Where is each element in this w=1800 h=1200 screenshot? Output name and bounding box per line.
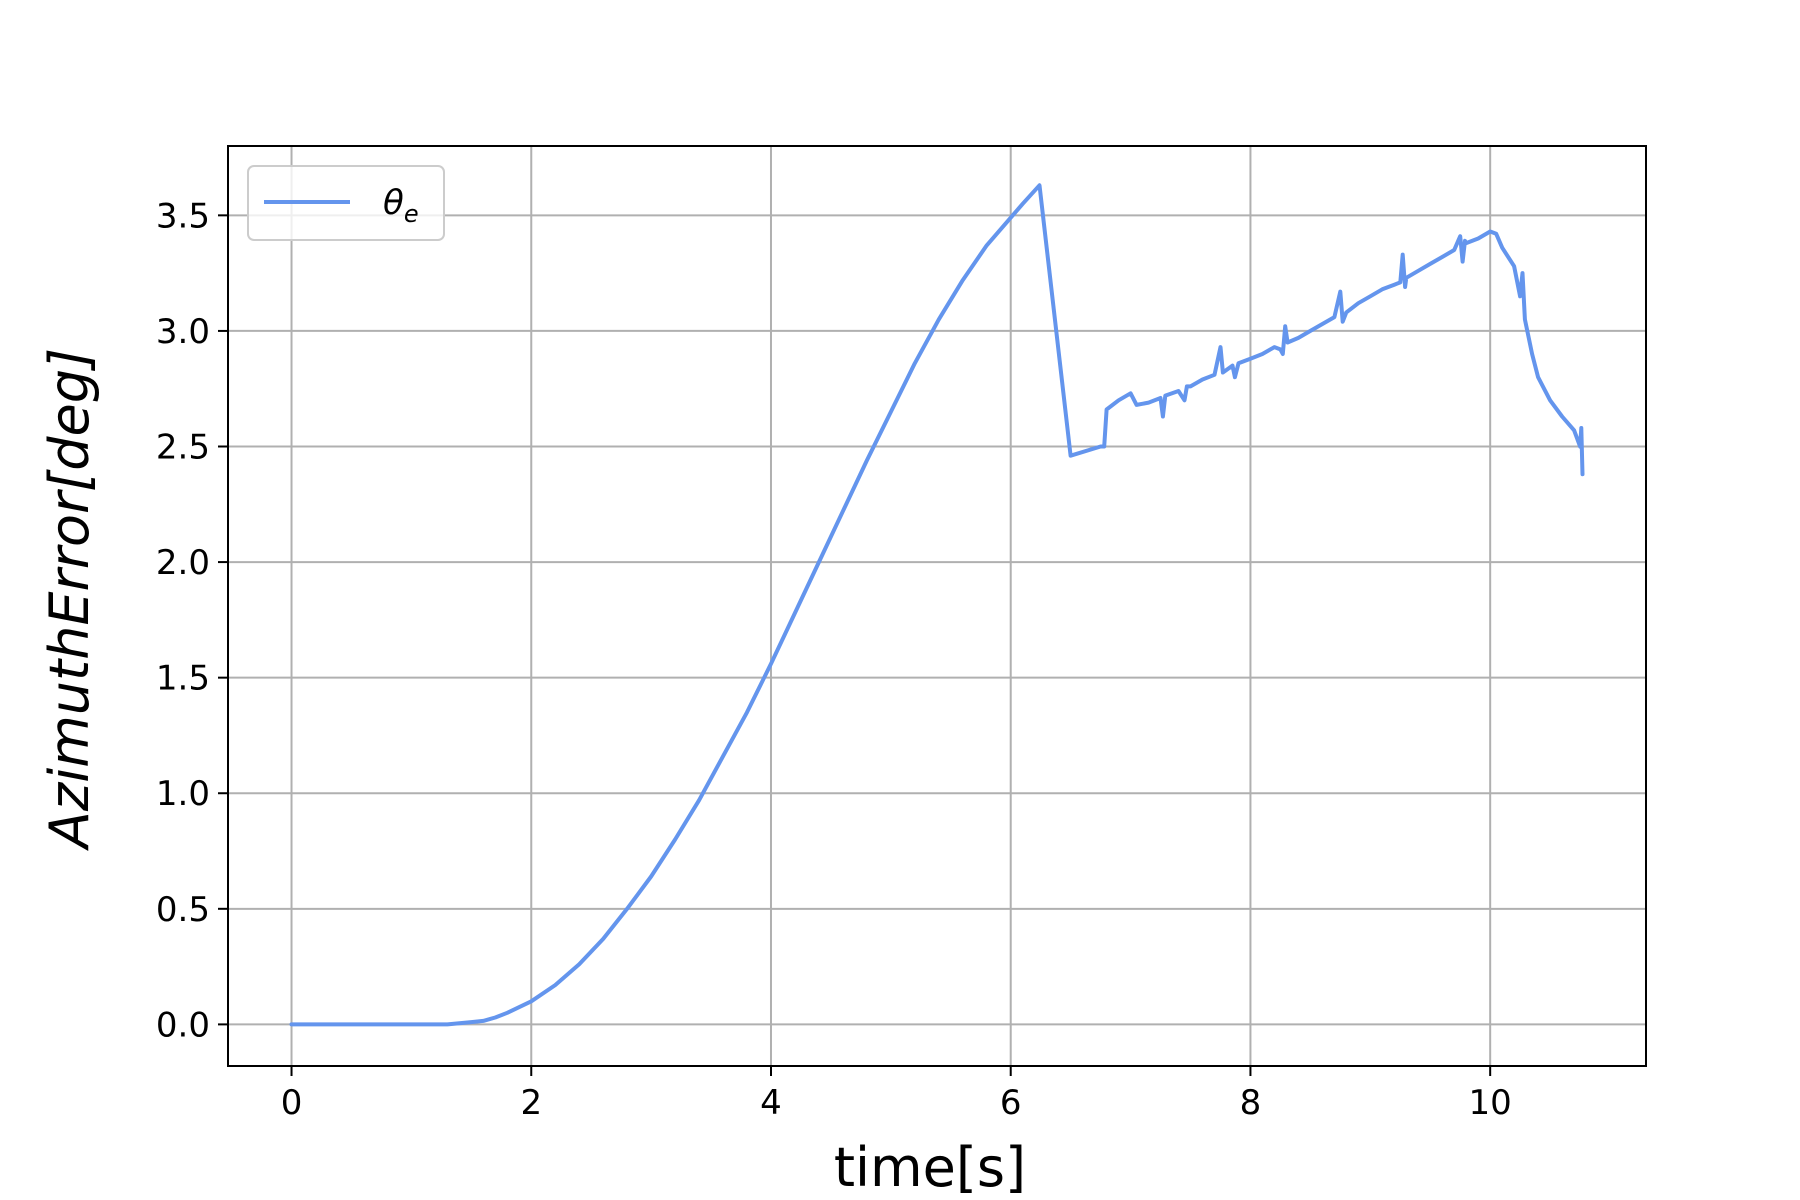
y-axis-title: AzimuthError[deg] bbox=[38, 348, 101, 851]
x-tick-label: 0 bbox=[281, 1083, 303, 1123]
grid-lines bbox=[228, 146, 1646, 1066]
legend-label-subscript: e bbox=[404, 200, 419, 228]
y-tick-label: 0.0 bbox=[156, 1005, 210, 1045]
x-axis-ticks: 0 2 4 6 8 10 bbox=[281, 1066, 1512, 1123]
series-layer bbox=[289, 183, 1585, 1027]
y-tick-label: 0.5 bbox=[156, 890, 210, 930]
x-tick-label: 8 bbox=[1240, 1083, 1262, 1123]
y-tick-label: 1.5 bbox=[156, 659, 210, 699]
y-tick-label: 3.0 bbox=[156, 312, 210, 352]
x-tick-label: 2 bbox=[520, 1083, 542, 1123]
y-axis-ticks: 0.0 0.5 1.0 1.5 2.0 2.5 3.0 3.5 bbox=[156, 196, 228, 1045]
y-tick-label: 1.0 bbox=[156, 774, 210, 814]
x-tick-label: 6 bbox=[1000, 1083, 1022, 1123]
legend: θe bbox=[247, 165, 445, 241]
legend-label: θe bbox=[383, 183, 419, 228]
x-tick-label: 4 bbox=[760, 1083, 782, 1123]
plot-frame bbox=[227, 145, 1647, 1067]
y-tick-label: 2.5 bbox=[156, 428, 210, 468]
x-axis-title: time[s] bbox=[834, 1136, 1026, 1199]
y-tick-label: 3.5 bbox=[156, 196, 210, 236]
legend-label-main: θ bbox=[383, 183, 404, 223]
x-tick-label: 10 bbox=[1469, 1083, 1512, 1123]
y-tick-label: 2.0 bbox=[156, 543, 210, 583]
theta-e-line bbox=[289, 183, 1585, 1027]
